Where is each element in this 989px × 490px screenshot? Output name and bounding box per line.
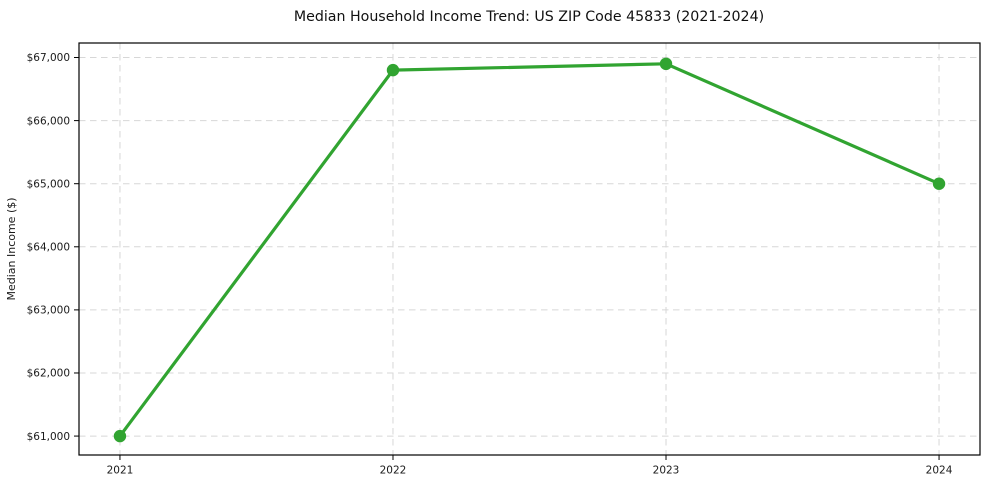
y-tick-label: $63,000 [27, 305, 70, 317]
x-tick-label: 2022 [380, 465, 407, 477]
data-point-marker [659, 57, 673, 71]
y-axis-label: Median Income ($) [5, 197, 18, 300]
y-tick-label: $62,000 [27, 368, 70, 380]
y-tick-label: $66,000 [27, 115, 70, 127]
income-line-series [113, 57, 946, 443]
x-tick-label: 2023 [653, 465, 680, 477]
data-point-marker [932, 177, 946, 190]
y-tick-label: $67,000 [27, 52, 70, 64]
gridlines [79, 43, 980, 455]
axes-frame [74, 42, 981, 460]
plot-frame [78, 42, 981, 456]
x-tick-label: 2024 [926, 465, 953, 477]
chart-title: Median Household Income Trend: US ZIP Co… [294, 9, 764, 25]
y-tick-label: $64,000 [27, 241, 70, 253]
income-trend-line [118, 62, 941, 438]
y-tick-label: $61,000 [27, 431, 70, 443]
data-point-marker [113, 429, 127, 443]
data-point-marker [386, 63, 400, 77]
y-tick-label: $65,000 [27, 178, 70, 190]
tick-labels: $61,000 $62,000 $63,000 $64,000 $65,000 $66,0… [27, 52, 953, 476]
x-tick-label: 2021 [107, 465, 134, 477]
